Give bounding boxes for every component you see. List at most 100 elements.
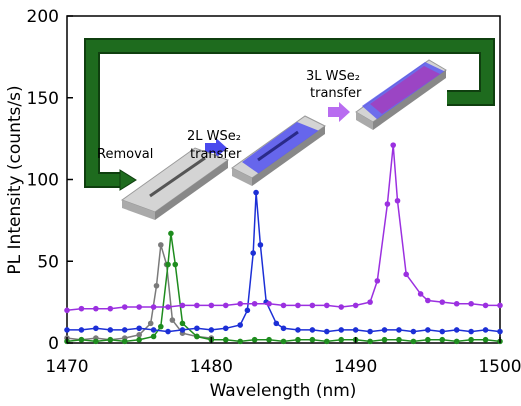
data-point: [295, 336, 301, 343]
data-point: [136, 336, 142, 343]
data-point: [352, 302, 359, 309]
data-point: [381, 336, 388, 343]
data-point: [150, 327, 157, 333]
data-point: [425, 336, 431, 343]
arrow: [205, 138, 227, 158]
data-point: [280, 302, 287, 309]
data-point: [179, 320, 186, 327]
series-line: [67, 192, 501, 333]
y-axis-title: PL Intensity (counts/s): [5, 85, 25, 274]
x-tick-label: 1500: [478, 357, 521, 377]
data-point: [222, 325, 229, 332]
data-point: [257, 242, 264, 248]
data-point: [107, 336, 114, 343]
data-point: [295, 302, 301, 309]
data-point: [309, 336, 316, 343]
y-tick-label: 0: [48, 334, 59, 354]
data-point: [266, 300, 272, 307]
data-point: [453, 327, 460, 333]
series-line: [66, 244, 212, 341]
data-point: [150, 333, 157, 340]
data-point: [208, 327, 215, 333]
data-point: [394, 197, 401, 204]
data-point: [169, 317, 176, 323]
data-point: [425, 297, 431, 304]
data-point: [172, 261, 179, 268]
device-2: [231, 115, 326, 186]
data-point: [309, 327, 316, 333]
data-point: [324, 302, 330, 309]
data-point: [417, 291, 424, 297]
annotation: 3L WSe₂: [306, 69, 360, 84]
data-point: [338, 336, 345, 343]
data-point: [251, 300, 258, 307]
data-point: [367, 338, 373, 345]
data-point: [482, 302, 489, 309]
data-point: [295, 327, 301, 333]
data-point: [136, 304, 142, 310]
data-point: [121, 338, 128, 345]
data-point: [165, 328, 171, 335]
data-point: [482, 336, 489, 343]
data-point: [338, 304, 345, 310]
data-point: [158, 323, 164, 330]
data-point: [158, 242, 164, 248]
data-point: [309, 302, 316, 309]
data-point: [194, 302, 200, 309]
series-layer: [64, 142, 503, 345]
series-line: [66, 145, 500, 312]
data-point: [107, 305, 114, 312]
data-point: [497, 302, 503, 309]
data-point: [168, 230, 174, 237]
process-arrow: [84, 38, 495, 191]
data-point: [468, 300, 474, 307]
data-point: [165, 304, 171, 310]
data-point: [147, 320, 154, 327]
annotation: Removal: [97, 147, 153, 162]
annotation: 2L WSe₂: [187, 129, 241, 144]
data-point: [425, 327, 431, 333]
data-point: [390, 142, 396, 148]
data-point: [237, 338, 243, 345]
arrow: [328, 102, 350, 122]
data-point: [403, 271, 409, 278]
data-point: [78, 327, 85, 333]
data-point: [396, 327, 402, 333]
data-point: [194, 333, 200, 340]
data-point: [121, 327, 128, 333]
data-point: [453, 300, 460, 307]
data-point: [280, 325, 287, 332]
data-point: [338, 327, 345, 333]
device-3: [355, 59, 447, 130]
data-point: [153, 282, 160, 289]
data-point: [179, 327, 186, 333]
data-point: [374, 278, 381, 284]
x-tick-label: 1490: [334, 357, 377, 377]
data-point: [468, 328, 474, 335]
data-point: [439, 328, 446, 335]
data-point: [150, 304, 157, 310]
data-point: [410, 328, 417, 335]
data-point: [208, 302, 215, 309]
data-point: [439, 336, 446, 343]
data-point: [237, 322, 243, 328]
data-point: [324, 338, 330, 345]
annotation: transfer: [310, 86, 362, 101]
y-tick-label: 150: [27, 89, 59, 109]
data-point: [222, 302, 229, 309]
data-point: [121, 304, 128, 310]
data-point: [410, 338, 417, 345]
data-point: [439, 299, 446, 305]
data-point: [244, 307, 251, 314]
data-point: [64, 307, 70, 314]
data-point: [237, 300, 243, 307]
series-line: [66, 233, 501, 343]
data-point: [165, 261, 171, 268]
data-point: [266, 336, 272, 343]
data-point: [136, 325, 142, 332]
data-point: [381, 327, 388, 333]
data-point: [468, 336, 474, 343]
y-tick-label: 100: [27, 171, 59, 191]
x-axis-title: Wavelength (nm): [210, 381, 357, 401]
x-tick-label: 1470: [45, 357, 88, 377]
